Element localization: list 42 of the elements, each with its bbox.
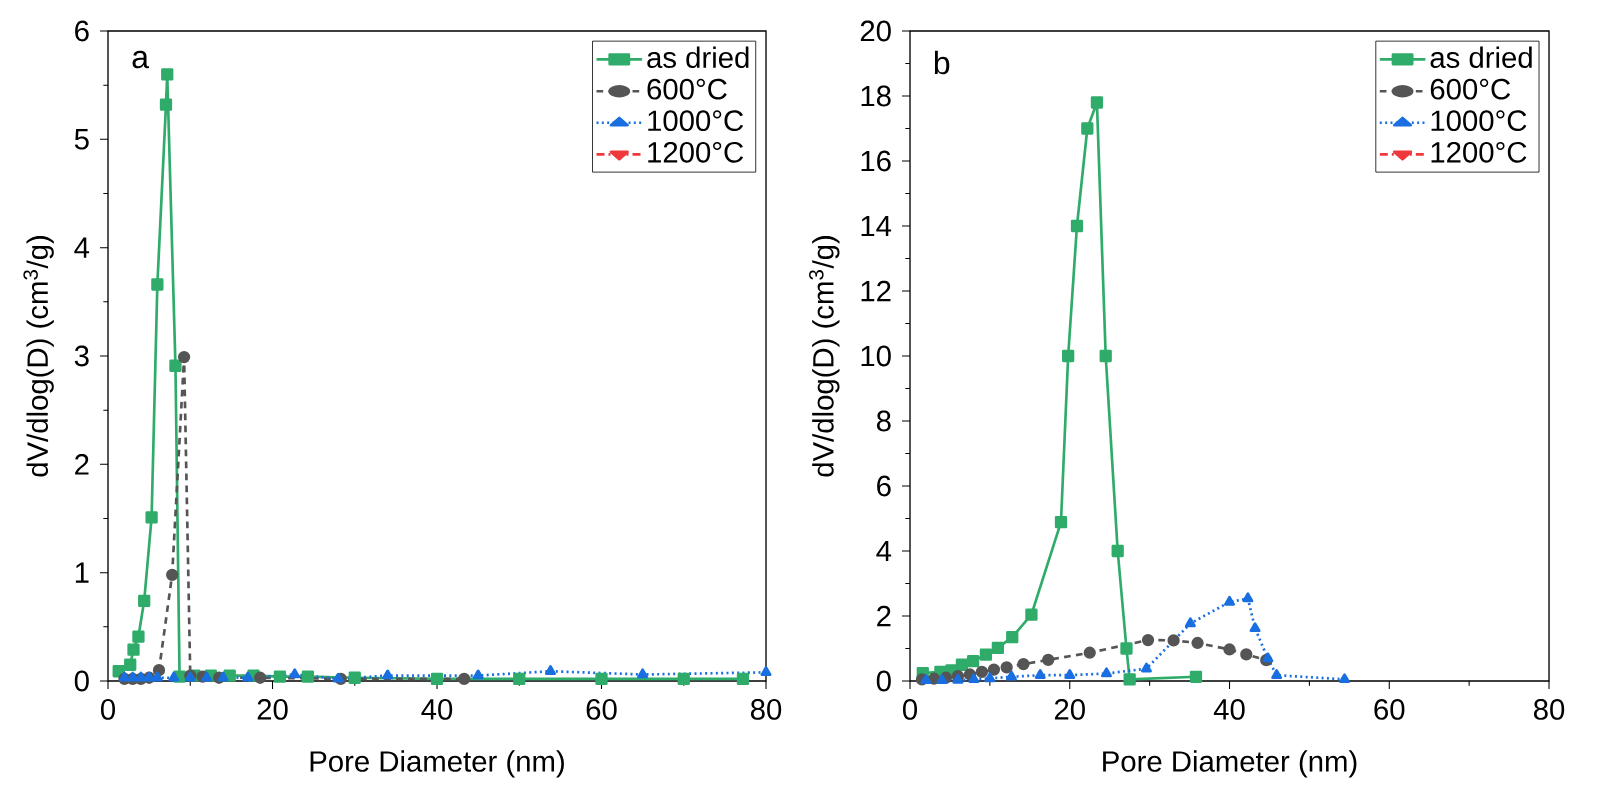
legend-label: 1000°C [1431, 110, 1527, 132]
x-tick-label: 0 [101, 699, 116, 720]
y-tick-label: 3 [74, 345, 89, 367]
annotation: a [132, 50, 150, 69]
y-tick-label: 8 [876, 410, 891, 432]
y-tick-label: 1 [75, 562, 89, 583]
y-axis-title: dV/dlog(D) (cm$^{3}$/g) [809, 236, 840, 477]
legend-label: 1200°C [648, 141, 744, 163]
y-tick-label: 4 [74, 237, 90, 258]
annotation: b [934, 50, 950, 75]
legend-label: 600°C [1430, 78, 1511, 100]
x-tick-label: 40 [421, 699, 453, 720]
legend-label: 1200°C [1431, 141, 1527, 163]
y-tick-label: 14 [861, 215, 892, 237]
legend-label: 1000°C [648, 110, 744, 132]
x-tick-label: 40 [1213, 699, 1245, 720]
x-axis-title: Pore Diameter (nm) [1103, 750, 1357, 778]
x-tick-label: 80 [750, 699, 782, 720]
y-tick-label: 0 [74, 670, 89, 692]
y-tick-label: 5 [74, 129, 89, 150]
x-tick-label: 0 [903, 699, 918, 720]
y-tick-label: 16 [861, 150, 891, 172]
x-tick-label: 60 [1374, 699, 1405, 720]
y-tick-label: 2 [877, 605, 891, 627]
y-axis-title: dV/dlog(D) (cm$^{3}$/g) [23, 236, 54, 477]
y-tick-label: 12 [861, 280, 891, 302]
legend-label: 600°C [647, 78, 727, 100]
y-tick-label: 0 [876, 670, 891, 692]
legend-label: as dried [1430, 46, 1532, 69]
x-axis-title: Pore Diameter (nm) [310, 750, 564, 778]
x-tick-label: 20 [257, 699, 288, 720]
x-tick-label: 60 [586, 699, 617, 720]
x-tick-label: 80 [1533, 699, 1565, 720]
y-tick-label: 2 [75, 454, 89, 475]
y-tick-label: 20 [860, 20, 891, 42]
y-tick-label: 4 [876, 540, 892, 562]
y-tick-label: 10 [861, 345, 891, 367]
y-tick-label: 6 [877, 475, 891, 497]
y-tick-label: 18 [861, 85, 891, 107]
x-tick-label: 20 [1054, 699, 1085, 720]
y-tick-label: 6 [75, 20, 89, 42]
legend-label: as dried [647, 46, 749, 69]
